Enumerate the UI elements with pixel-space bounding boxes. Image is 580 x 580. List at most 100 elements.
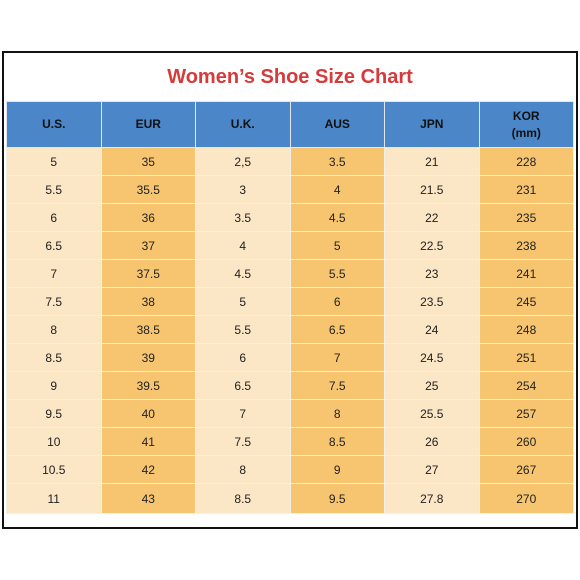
cell-kor: 251 [478, 343, 574, 372]
cell-eur: 38.5 [100, 315, 196, 344]
column-header-label: U.S. [42, 117, 66, 131]
cell-jpn: 26 [384, 427, 480, 456]
table-row: 6.5 37 4 5 22.5 238 [6, 231, 574, 260]
cell-uk: 6.5 [195, 371, 291, 400]
column-header-label: EUR [135, 117, 161, 131]
cell-jpn: 25 [384, 371, 480, 400]
cell-aus: 5 [289, 231, 385, 260]
cell-uk: 7.5 [195, 427, 291, 456]
cell-kor: 245 [478, 287, 574, 316]
cell-uk: 8 [195, 455, 291, 484]
cell-aus: 7 [289, 343, 385, 372]
cell-kor: 270 [478, 483, 574, 514]
column-header-label: JPN [420, 117, 444, 131]
table-row: 9.5 40 7 8 25.5 257 [6, 399, 574, 428]
cell-us: 9 [6, 371, 102, 400]
cell-us: 5 [6, 147, 102, 176]
cell-uk: 4.5 [195, 259, 291, 288]
cell-us: 6.5 [6, 231, 102, 260]
cell-uk: 4 [195, 231, 291, 260]
cell-us: 10 [6, 427, 102, 456]
cell-aus: 4 [289, 175, 385, 204]
cell-uk: 7 [195, 399, 291, 428]
cell-aus: 9.5 [289, 483, 385, 514]
cell-jpn: 24 [384, 315, 480, 344]
cell-jpn: 22.5 [384, 231, 480, 260]
cell-us: 8 [6, 315, 102, 344]
cell-kor: 235 [478, 203, 574, 232]
table-row: 8 38.5 5.5 6.5 24 248 [6, 315, 574, 344]
cell-us: 7.5 [6, 287, 102, 316]
cell-uk: 2,5 [195, 147, 291, 176]
column-header-eur: EUR [100, 101, 196, 148]
table-row: 7.5 38 5 6 23.5 245 [6, 287, 574, 316]
cell-kor: 231 [478, 175, 574, 204]
table-row: 5.5 35.5 3 4 21.5 231 [6, 175, 574, 204]
column-header-us: U.S. [6, 101, 102, 148]
cell-aus: 8 [289, 399, 385, 428]
column-header-aus: AUS [289, 101, 385, 148]
cell-kor: 238 [478, 231, 574, 260]
cell-eur: 37.5 [100, 259, 196, 288]
cell-aus: 8.5 [289, 427, 385, 456]
table-row: 7 37.5 4.5 5.5 23 241 [6, 259, 574, 288]
table-row: 9 39.5 6.5 7.5 25 254 [6, 371, 574, 400]
cell-kor: 254 [478, 371, 574, 400]
table-row: 11 43 8.5 9.5 27.8 270 [6, 483, 574, 514]
size-table: U.S. EUR U.K. AUS JPN KOR (mm) 5 35 2,5 3.5 21 228 5… [6, 101, 574, 514]
cell-kor: 228 [478, 147, 574, 176]
column-header-kor: KOR (mm) [478, 101, 574, 148]
cell-aus: 6.5 [289, 315, 385, 344]
cell-us: 6 [6, 203, 102, 232]
cell-eur: 36 [100, 203, 196, 232]
cell-jpn: 23 [384, 259, 480, 288]
table-row: 5 35 2,5 3.5 21 228 [6, 147, 574, 176]
cell-uk: 8.5 [195, 483, 291, 514]
cell-jpn: 27.8 [384, 483, 480, 514]
cell-eur: 42 [100, 455, 196, 484]
column-header-jpn: JPN [384, 101, 480, 148]
cell-us: 5.5 [6, 175, 102, 204]
cell-kor: 248 [478, 315, 574, 344]
cell-eur: 37 [100, 231, 196, 260]
cell-jpn: 21.5 [384, 175, 480, 204]
cell-us: 8.5 [6, 343, 102, 372]
cell-uk: 5.5 [195, 315, 291, 344]
column-header-uk: U.K. [195, 101, 291, 148]
column-header-label: U.K. [230, 117, 255, 131]
cell-aus: 6 [289, 287, 385, 316]
cell-us: 10.5 [6, 455, 102, 484]
cell-eur: 39.5 [100, 371, 196, 400]
cell-eur: 40 [100, 399, 196, 428]
cell-eur: 35 [100, 147, 196, 176]
table-row: 8.5 39 6 7 24.5 251 [6, 343, 574, 372]
cell-eur: 35.5 [100, 175, 196, 204]
size-chart-frame: Women’s Shoe Size Chart U.S. EUR U.K. AUS JP… [2, 51, 578, 529]
cell-aus: 4.5 [289, 203, 385, 232]
table-body: 5 35 2,5 3.5 21 228 5.5 35.5 3 4 21.5 231 6 36 3.5 4.5 2… [6, 147, 574, 514]
cell-jpn: 22 [384, 203, 480, 232]
cell-eur: 43 [100, 483, 196, 514]
cell-uk: 3.5 [195, 203, 291, 232]
cell-eur: 41 [100, 427, 196, 456]
column-header-label: AUS [324, 117, 350, 131]
cell-jpn: 25.5 [384, 399, 480, 428]
column-header-label: KOR [512, 108, 540, 123]
cell-us: 9.5 [6, 399, 102, 428]
table-row: 6 36 3.5 4.5 22 235 [6, 203, 574, 232]
cell-uk: 3 [195, 175, 291, 204]
cell-eur: 38 [100, 287, 196, 316]
cell-jpn: 21 [384, 147, 480, 176]
header-row: U.S. EUR U.K. AUS JPN KOR (mm) [6, 101, 574, 148]
cell-kor: 267 [478, 455, 574, 484]
cell-aus: 5.5 [289, 259, 385, 288]
table-row: 10 41 7.5 8.5 26 260 [6, 427, 574, 456]
cell-kor: 257 [478, 399, 574, 428]
cell-eur: 39 [100, 343, 196, 372]
table-row: 10.5 42 8 9 27 267 [6, 455, 574, 484]
cell-jpn: 24.5 [384, 343, 480, 372]
chart-title: Women’s Shoe Size Chart [167, 65, 413, 88]
cell-aus: 3.5 [289, 147, 385, 176]
cell-aus: 9 [289, 455, 385, 484]
cell-us: 7 [6, 259, 102, 288]
